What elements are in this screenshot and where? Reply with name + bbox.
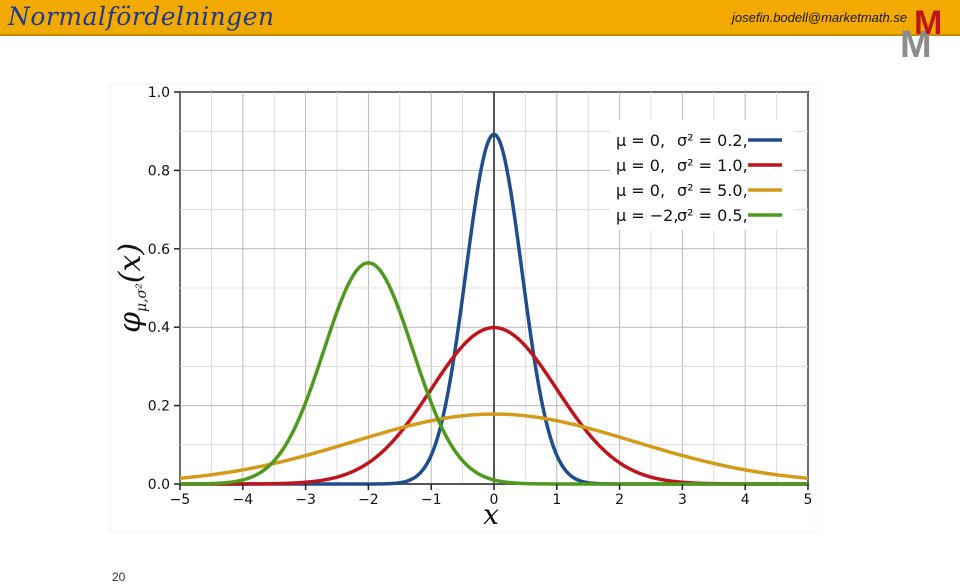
y-tick-label: 0.4	[148, 320, 170, 336]
legend-mu-label: μ = −2,	[616, 206, 678, 225]
y-tick-label: 1.0	[148, 85, 170, 101]
legend-mu-label: μ = 0,	[616, 156, 665, 175]
ticks-layer: −5 −4 −3 −2 −1 0 1 2 3 4 5 0.0 0.2 0.4 0.6 0.8 1.0	[148, 85, 813, 508]
x-tick-label: 2	[615, 492, 624, 508]
x-axis-label: x	[483, 498, 499, 531]
x-tick-label: −3	[295, 492, 316, 508]
y-tick-label: 0.8	[148, 163, 170, 179]
legend-mu-label: μ = 0,	[616, 131, 665, 150]
x-tick-label: −2	[358, 492, 379, 508]
x-tick-label: −5	[170, 492, 191, 508]
x-tick-label: −4	[232, 492, 253, 508]
header-bar: Normalfördelningen josefin.bodell@market…	[0, 0, 960, 36]
legend-sigma-label: σ² = 1.0,	[677, 156, 748, 175]
series-line-4	[179, 261, 809, 486]
slide-title: Normalfördelningen	[8, 2, 275, 31]
x-tick-label: 1	[552, 492, 561, 508]
series-line-3	[179, 412, 809, 481]
curves-layer	[179, 132, 809, 486]
legend-sigma-label: σ² = 5.0,	[677, 181, 748, 200]
x-tick-label: −1	[421, 492, 442, 508]
y-axis-label-subscript: μ,σ²	[134, 283, 150, 312]
logo-letter-red: M	[914, 4, 943, 42]
marketmath-logo: M M	[900, 6, 950, 64]
y-tick-label: 0.0	[148, 477, 170, 493]
y-axis-label-x: (x)	[113, 243, 148, 283]
legend-sigma-label: σ² = 0.5,	[677, 206, 748, 225]
y-tick-label: 0.2	[148, 399, 170, 415]
y-axis-label: φμ,σ²(x)	[113, 243, 150, 333]
page-number: 20	[112, 570, 126, 584]
y-axis-label-phi: φ	[113, 312, 148, 333]
x-tick-label: 3	[678, 492, 687, 508]
author-email[interactable]: josefin.bodell@marketmath.se	[732, 10, 908, 25]
x-tick-label: 0	[490, 492, 499, 508]
x-tick-label: 5	[804, 492, 813, 508]
x-tick-label: 4	[741, 492, 750, 508]
y-tick-label: 0.6	[148, 242, 170, 258]
legend-mu-label: μ = 0,	[616, 181, 665, 200]
legend-sigma-label: σ² = 0.2,	[677, 131, 748, 150]
legend: μ = 0, σ² = 0.2, μ = 0, σ² = 1.0, μ = 0, σ² =…	[610, 120, 794, 230]
logo-letter-gray: M	[900, 24, 932, 66]
